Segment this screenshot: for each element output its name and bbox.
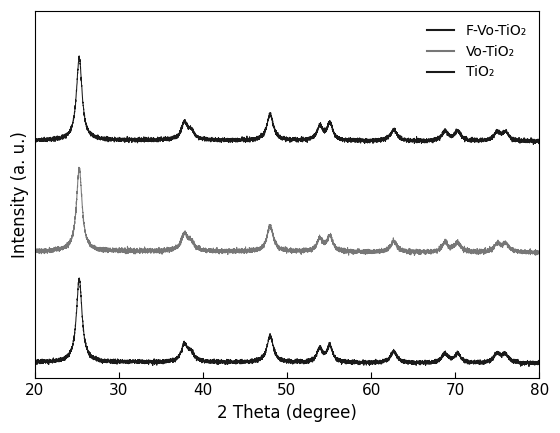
TiO₂	[58, 358, 64, 363]
F-Vo-TiO₂	[276, 135, 282, 140]
F-Vo-TiO₂	[373, 137, 380, 142]
Vo-TiO₂	[411, 253, 418, 258]
F-Vo-TiO₂	[76, 53, 83, 58]
TiO₂	[76, 275, 82, 281]
Legend: F-Vo-TiO₂, Vo-TiO₂, TiO₂: F-Vo-TiO₂, Vo-TiO₂, TiO₂	[421, 18, 533, 85]
Vo-TiO₂	[276, 244, 282, 249]
F-Vo-TiO₂	[530, 142, 536, 147]
Vo-TiO₂	[373, 250, 380, 255]
X-axis label: 2 Theta (degree): 2 Theta (degree)	[217, 404, 357, 422]
TiO₂	[31, 360, 38, 365]
F-Vo-TiO₂	[164, 137, 170, 142]
F-Vo-TiO₂	[31, 137, 38, 142]
Vo-TiO₂	[222, 249, 228, 254]
TiO₂	[164, 359, 170, 364]
F-Vo-TiO₂	[222, 137, 228, 142]
TiO₂	[526, 364, 533, 369]
Vo-TiO₂	[232, 249, 239, 254]
Y-axis label: Intensity (a. u.): Intensity (a. u.)	[11, 131, 29, 258]
Vo-TiO₂	[58, 246, 64, 251]
Line: TiO₂: TiO₂	[35, 278, 539, 366]
F-Vo-TiO₂	[232, 137, 239, 142]
TiO₂	[222, 359, 228, 365]
TiO₂	[536, 362, 543, 367]
Vo-TiO₂	[536, 250, 543, 255]
TiO₂	[232, 361, 239, 366]
F-Vo-TiO₂	[58, 134, 64, 139]
Line: F-Vo-TiO₂: F-Vo-TiO₂	[35, 56, 539, 144]
Vo-TiO₂	[164, 246, 170, 251]
Vo-TiO₂	[31, 247, 38, 252]
TiO₂	[373, 361, 380, 366]
Vo-TiO₂	[76, 165, 82, 170]
TiO₂	[276, 355, 282, 361]
F-Vo-TiO₂	[536, 140, 543, 145]
Line: Vo-TiO₂: Vo-TiO₂	[35, 167, 539, 255]
